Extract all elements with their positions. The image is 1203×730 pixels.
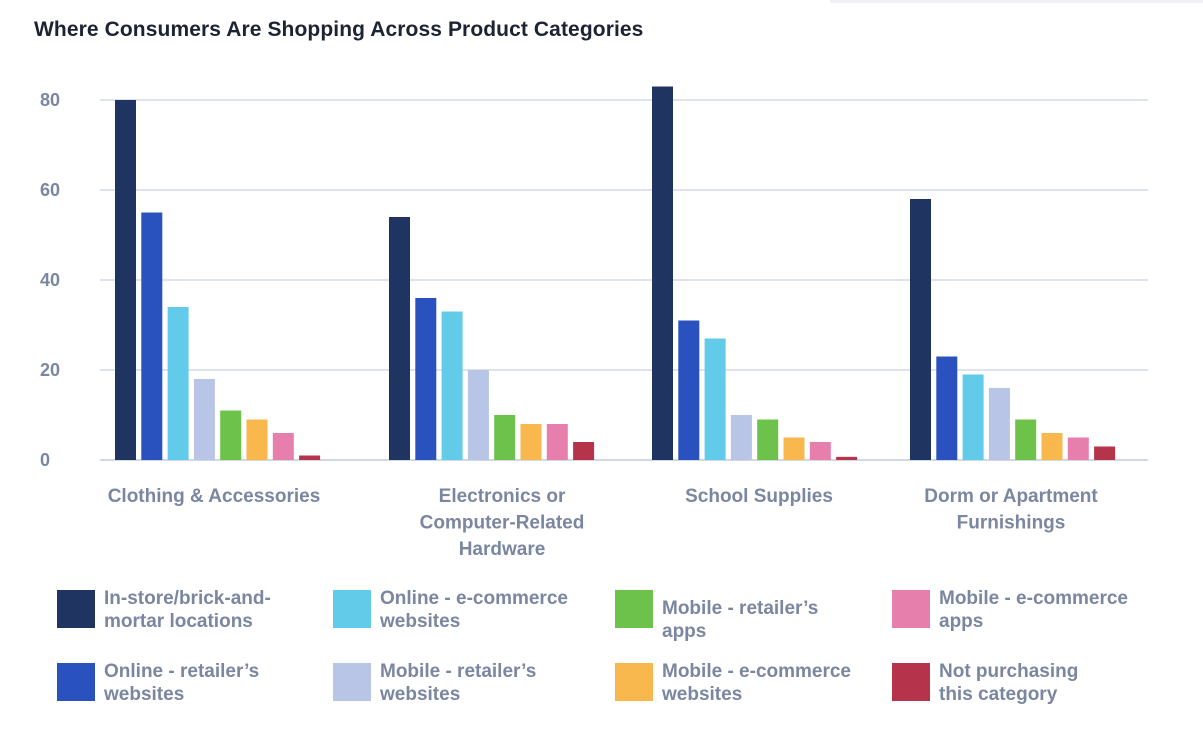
bar (1015, 419, 1037, 460)
category-label: Clothing & Accessories (108, 486, 321, 507)
legend-item: In-store/brick-and-mortar locations (57, 587, 304, 633)
legend-item: Online - e-commerce websites (333, 587, 580, 633)
bar (467, 370, 489, 460)
bar (272, 433, 294, 460)
category-label: Dorm or Apartment (924, 486, 1098, 507)
legend-swatch (892, 590, 930, 628)
bar (836, 456, 858, 460)
y-tick-label: 20 (40, 360, 60, 380)
legend-swatch (615, 663, 653, 701)
bar (299, 455, 321, 460)
legend-swatch (57, 590, 95, 628)
bar (1067, 437, 1089, 460)
bar (441, 311, 463, 460)
category-label: School Supplies (685, 486, 833, 507)
bar (678, 320, 700, 460)
legend-item: Mobile - retailer’s apps (615, 590, 862, 643)
legend-label-line: Online - e-commerce (380, 588, 568, 609)
bar (936, 356, 958, 460)
bar (494, 415, 516, 460)
y-tick-label: 80 (40, 90, 60, 110)
bar (246, 419, 268, 460)
legend-label: Mobile - retailer’s apps (662, 597, 862, 643)
bar (1041, 433, 1063, 460)
legend-label-line: mortar locations (104, 611, 253, 632)
legend-label-line: Mobile - retailer’s (380, 661, 537, 682)
legend-label-line: In-store/brick-and- (104, 588, 271, 609)
legend-label-line: websites (380, 611, 461, 632)
y-tick-label: 40 (40, 270, 60, 290)
legend-label-line: Mobile - retailer’s apps (662, 598, 819, 642)
legend-item: Online - retailer’s websites (57, 660, 304, 706)
legend-label-line: Mobile - e-commerce (662, 661, 851, 682)
legend-label-line: Not purchasing (939, 661, 1079, 682)
bar (652, 86, 673, 460)
bar (1094, 446, 1116, 460)
bar (389, 217, 410, 460)
legend-item: Mobile - e-commerce websites (615, 660, 862, 706)
bar (141, 212, 163, 460)
bar (809, 442, 831, 460)
category-label: Electronics or (439, 486, 566, 507)
legend-label-line: Online - retailer’s (104, 661, 260, 682)
legend-label-line: Mobile - e-commerce (939, 588, 1128, 609)
bar (730, 415, 752, 460)
category-label: Hardware (459, 539, 546, 560)
bar (115, 100, 136, 460)
bar (783, 437, 805, 460)
legend-label-line: websites (104, 684, 185, 705)
bar (520, 424, 542, 460)
legend-label-line: websites (662, 684, 743, 705)
legend-label: Mobile - e-commerce apps (939, 587, 1139, 633)
legend-label-line: apps (939, 611, 984, 632)
bar (415, 298, 437, 460)
legend-label: Not purchasing this category (939, 660, 1139, 706)
legend-item: Not purchasing this category (892, 660, 1139, 706)
bar (573, 442, 595, 460)
legend-swatch (333, 663, 371, 701)
y-tick-label: 0 (40, 450, 50, 470)
legend-item: Mobile - retailer’s websites (333, 660, 580, 706)
legend-label: Mobile - retailer’s websites (380, 660, 580, 706)
bar (704, 338, 726, 460)
y-tick-label: 60 (40, 180, 60, 200)
legend-swatch (892, 663, 930, 701)
category-label: Computer-Related (420, 513, 585, 534)
bar (962, 374, 984, 460)
legend-item: Mobile - e-commerce apps (892, 587, 1139, 633)
legend-label: Online - e-commerce websites (380, 587, 580, 633)
bar (193, 379, 215, 460)
legend-label: Mobile - e-commerce websites (662, 660, 862, 706)
category-label: Furnishings (957, 513, 1066, 534)
bar (220, 410, 242, 460)
legend-label-line: websites (380, 684, 461, 705)
chart-title: Where Consumers Are Shopping Across Prod… (34, 18, 644, 41)
legend-swatch (333, 590, 371, 628)
legend-label: In-store/brick-and-mortar locations (104, 587, 304, 633)
legend-swatch (57, 663, 95, 701)
legend-label-line: this category (939, 684, 1058, 705)
legend-label: Online - retailer’s websites (104, 660, 304, 706)
bar (757, 419, 779, 460)
bar (167, 307, 189, 460)
top-border-strip (830, 0, 1203, 3)
bar (988, 388, 1010, 460)
bar (546, 424, 568, 460)
legend-swatch (615, 590, 653, 628)
bar (910, 199, 931, 460)
